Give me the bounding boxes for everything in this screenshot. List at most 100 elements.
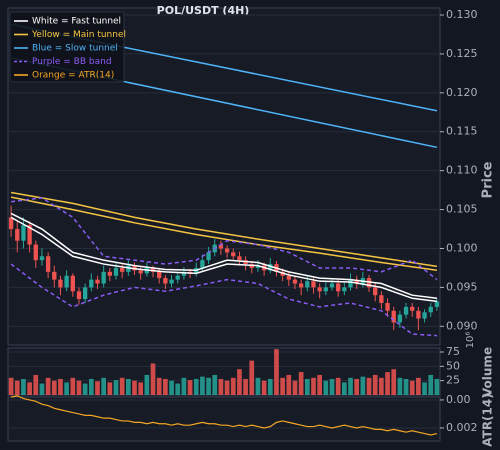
candle-body — [255, 265, 261, 268]
volume-bar — [403, 378, 409, 395]
volume-bar — [391, 369, 397, 395]
candle-body — [224, 248, 230, 253]
volume-bar — [82, 383, 88, 395]
candle-body — [379, 295, 384, 303]
volume-bar — [329, 378, 335, 395]
candle-body — [317, 287, 322, 292]
volume-bar — [366, 377, 372, 395]
volume-bar — [304, 378, 310, 395]
candle-body — [342, 287, 347, 292]
candle-body — [206, 252, 211, 261]
volume-bar — [317, 374, 323, 395]
volume-bar — [286, 374, 292, 395]
candle-body — [175, 275, 180, 280]
line — [10, 196, 438, 272]
volume-bar — [113, 380, 119, 395]
volume-bar — [8, 377, 14, 395]
volume-bar — [193, 378, 199, 395]
line — [10, 216, 438, 303]
y-tick-label: 25 — [446, 374, 460, 387]
volume-bar — [255, 377, 261, 395]
volume-bar — [397, 377, 403, 395]
y-tick-label: 0.130 — [446, 8, 478, 21]
volume-bar — [144, 374, 150, 395]
candle-body — [329, 283, 335, 288]
candle-body — [237, 256, 242, 261]
y-axis-label: Price — [481, 161, 496, 198]
candle-body — [169, 279, 174, 284]
volume-bar — [175, 383, 181, 395]
candle-body — [33, 244, 38, 261]
volume-bar — [379, 377, 384, 395]
candle-body — [231, 252, 236, 257]
candle-body — [268, 264, 273, 271]
candle-body — [416, 310, 421, 319]
legend-label: Orange = ATR(14) — [32, 71, 114, 81]
candle-body — [428, 306, 433, 313]
volume-bar — [169, 380, 174, 395]
volume-bar — [230, 377, 236, 395]
volume-bar — [101, 377, 107, 395]
volume-bar — [274, 349, 279, 395]
candle-body — [15, 229, 20, 241]
atr-label: ATR(14) — [481, 393, 495, 446]
candle-body — [336, 283, 341, 292]
volume-bar — [51, 380, 57, 395]
candle-body — [107, 271, 112, 276]
volume-bar — [206, 377, 211, 395]
y-tick-label: 0.095 — [446, 280, 478, 293]
candle-body — [354, 279, 359, 284]
volume-offset: 10⁶ — [465, 332, 476, 349]
volume-bar — [372, 374, 378, 395]
candle-body — [52, 271, 57, 280]
y-tick-label: 0.100 — [446, 241, 478, 254]
candle-body — [422, 312, 427, 319]
volume-bar — [95, 381, 100, 395]
volume-bar — [280, 377, 285, 395]
legend-label: Yellow = Main tunnel — [31, 30, 126, 40]
candle-body — [403, 306, 409, 315]
candle-body — [70, 275, 75, 292]
legend-label: Blue = Slow tunnel — [32, 44, 118, 54]
volume-bar — [261, 380, 267, 395]
volume-bar — [70, 377, 76, 395]
candle-body — [385, 302, 390, 311]
atr-panel — [7, 396, 441, 442]
candle-body — [292, 279, 298, 284]
volume-bar — [187, 380, 193, 395]
candle-body — [163, 278, 168, 284]
volume-bar — [76, 380, 82, 395]
candle-body — [113, 267, 119, 276]
volume-bar — [138, 382, 144, 395]
volume-bar — [14, 380, 20, 395]
line — [10, 197, 438, 281]
volume-bar — [422, 382, 427, 395]
candle-body — [181, 271, 187, 276]
y-tick-label: 0.090 — [446, 319, 478, 332]
volume-bar — [107, 382, 113, 395]
legend: White = Fast tunnel Yellow = Main tunnel B… — [9, 11, 126, 83]
volume-bar — [249, 360, 255, 395]
legend-box — [9, 11, 125, 83]
volume-bar — [243, 378, 248, 395]
legend-label: Purple = BB band — [32, 57, 112, 67]
volume-bar — [58, 378, 63, 395]
candle-body — [373, 287, 378, 296]
candle-body — [101, 271, 106, 284]
candle-body — [311, 281, 316, 288]
candle-body — [82, 287, 88, 300]
volume-bar — [348, 377, 353, 395]
volume-bar — [292, 380, 298, 395]
candle-body — [305, 281, 310, 288]
volume-bar — [200, 376, 205, 395]
line — [10, 191, 438, 268]
volume-bar — [45, 377, 51, 395]
volume-bar — [323, 380, 329, 395]
line — [10, 263, 437, 337]
y-tick-label: 0.002 — [446, 421, 478, 434]
candle-body — [286, 275, 291, 280]
candle-body — [138, 270, 143, 274]
volume-bar — [132, 380, 137, 395]
candle-body — [397, 314, 403, 323]
